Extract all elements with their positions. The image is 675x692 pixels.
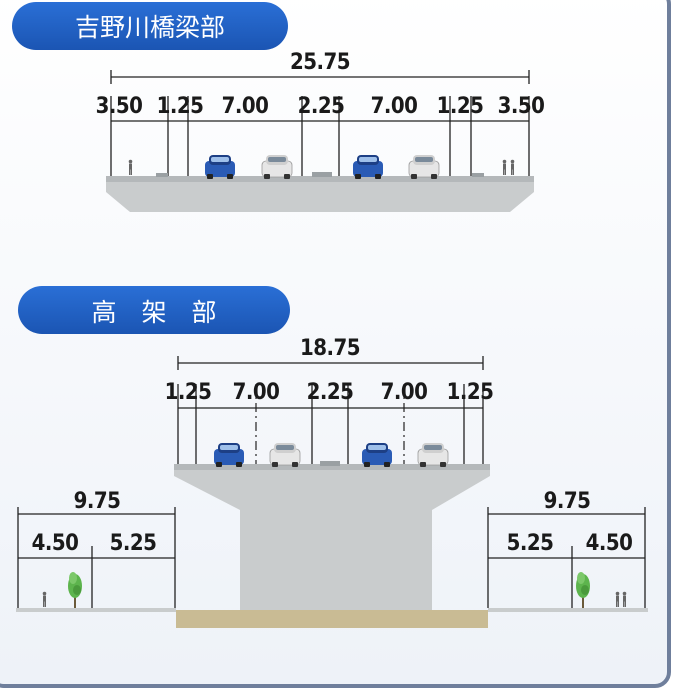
elevated-seg-3: 2.25 xyxy=(307,380,354,405)
car-icon xyxy=(408,154,440,180)
car-icon xyxy=(362,443,392,467)
elevated-total-width: 18.75 xyxy=(300,336,360,361)
bridge-seg-2: 1.25 xyxy=(157,94,204,119)
left-seg-2: 5.25 xyxy=(110,531,157,556)
bridge-seg-1: 3.50 xyxy=(96,94,143,119)
bridge-seg-3: 7.00 xyxy=(222,94,269,119)
car-icon xyxy=(214,443,244,467)
bridge-title: 吉野川橋梁部 xyxy=(75,13,225,42)
bridge-total-width: 25.75 xyxy=(290,50,350,75)
elevated-title: 高 架 部 xyxy=(91,298,216,327)
bridge-deck xyxy=(106,176,534,212)
right-total-width: 9.75 xyxy=(544,489,591,514)
elevated-seg-4: 7.00 xyxy=(381,380,428,405)
car-icon xyxy=(353,155,383,179)
elevated-seg-2: 7.00 xyxy=(233,380,280,405)
left-total-width: 9.75 xyxy=(74,489,121,514)
elevated-seg-1: 1.25 xyxy=(165,380,212,405)
bridge-seg-6: 1.25 xyxy=(437,94,484,119)
car-icon xyxy=(205,155,235,179)
right-seg-2: 4.50 xyxy=(586,531,633,556)
bridge-section: 吉野川橋梁部 25.75 3.50 1.25 7.00 2.25 7.00 1.… xyxy=(12,2,545,212)
bridge-title-pill xyxy=(12,2,288,50)
elevated-section: 高 架 部 18.75 1.25 7.00 2.25 7.00 1.25 xyxy=(16,286,648,628)
bridge-seg-7: 3.50 xyxy=(498,94,545,119)
elevated-pier xyxy=(174,464,490,612)
right-seg-1: 5.25 xyxy=(507,531,554,556)
car-icon xyxy=(261,154,293,180)
ground xyxy=(176,610,488,628)
car-icon xyxy=(269,442,301,468)
elevated-seg-5: 1.25 xyxy=(447,380,494,405)
bridge-seg-5: 7.00 xyxy=(371,94,418,119)
left-seg-1: 4.50 xyxy=(32,531,79,556)
bridge-seg-4: 2.25 xyxy=(298,94,345,119)
car-icon xyxy=(417,442,449,468)
elevated-title-pill xyxy=(18,286,290,334)
